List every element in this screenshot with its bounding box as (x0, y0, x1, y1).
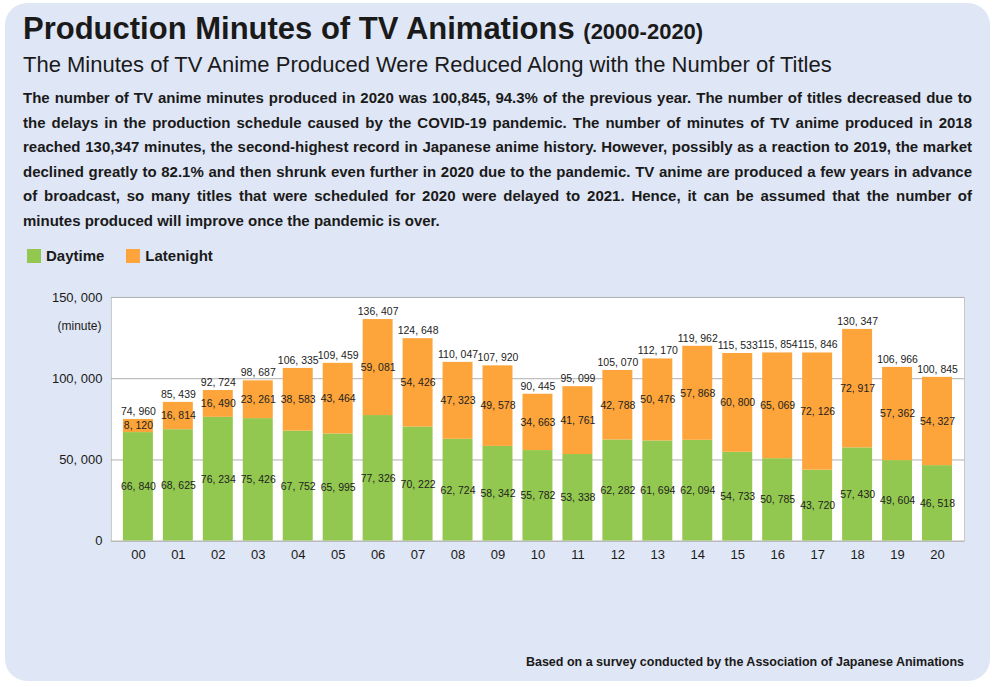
svg-text:08: 08 (451, 547, 465, 562)
svg-text:18: 18 (850, 547, 864, 562)
svg-text:95, 099: 95, 099 (560, 373, 595, 384)
svg-text:100, 845: 100, 845 (917, 364, 958, 375)
svg-text:76, 234: 76, 234 (201, 474, 236, 485)
svg-text:15: 15 (731, 547, 745, 562)
svg-text:106, 335: 106, 335 (278, 355, 319, 366)
svg-text:62, 282: 62, 282 (600, 485, 635, 496)
svg-text:07: 07 (411, 547, 425, 562)
svg-text:05: 05 (331, 547, 345, 562)
svg-text:57, 362: 57, 362 (880, 408, 915, 419)
svg-text:77, 326: 77, 326 (361, 473, 396, 484)
svg-text:02: 02 (211, 547, 225, 562)
svg-text:112, 170: 112, 170 (638, 345, 678, 356)
html-text:Based on a survey conducted by: Based on a survey conducted by the Assoc… (525, 655, 964, 669)
svg-text:115, 533: 115, 533 (718, 340, 758, 351)
svg-text:16: 16 (770, 547, 784, 562)
svg-text:53, 338: 53, 338 (560, 492, 595, 503)
svg-text:50, 000: 50, 000 (59, 452, 102, 467)
svg-text:(minute): (minute) (58, 319, 102, 333)
svg-text:16, 490: 16, 490 (201, 398, 236, 409)
svg-text:55, 782: 55, 782 (520, 490, 555, 501)
svg-text:13: 13 (651, 547, 665, 562)
svg-text:115, 846: 115, 846 (798, 339, 838, 350)
svg-text:62, 094: 62, 094 (680, 485, 715, 496)
svg-text:20: 20 (930, 547, 944, 562)
svg-text:54, 327: 54, 327 (920, 416, 955, 427)
svg-text:41, 761: 41, 761 (560, 415, 595, 426)
svg-text:11: 11 (571, 547, 584, 562)
svg-text:03: 03 (251, 547, 265, 562)
html-text:Production Minutes of TV Anima: Production Minutes of TV Animations (200… (23, 11, 704, 46)
svg-text:8, 120: 8, 120 (124, 420, 153, 431)
svg-text:68, 625: 68, 625 (161, 480, 196, 491)
svg-text:75, 426: 75, 426 (241, 474, 276, 485)
svg-text:62, 724: 62, 724 (441, 485, 476, 496)
svg-text:74, 960: 74, 960 (121, 406, 156, 417)
svg-text:49, 604: 49, 604 (880, 495, 915, 506)
html-text:Latenight: Latenight (145, 246, 213, 264)
svg-text:12: 12 (611, 547, 625, 562)
svg-text:124, 648: 124, 648 (398, 325, 439, 336)
svg-text:0: 0 (95, 533, 102, 548)
svg-text:43, 720: 43, 720 (800, 500, 835, 511)
svg-text:58, 342: 58, 342 (481, 488, 516, 499)
svg-text:119, 962: 119, 962 (678, 333, 718, 344)
svg-text:66, 840: 66, 840 (121, 481, 156, 492)
svg-text:38, 583: 38, 583 (281, 394, 316, 405)
svg-text:54, 426: 54, 426 (401, 377, 436, 388)
svg-text:65, 069: 65, 069 (760, 400, 795, 411)
svg-text:50, 785: 50, 785 (760, 494, 795, 505)
svg-text:50, 476: 50, 476 (640, 394, 675, 405)
svg-text:109, 459: 109, 459 (318, 350, 359, 361)
svg-text:57, 868: 57, 868 (680, 388, 715, 399)
svg-text:17: 17 (810, 547, 824, 562)
svg-text:57, 430: 57, 430 (840, 489, 875, 500)
svg-text:47, 323: 47, 323 (441, 395, 476, 406)
svg-text:59, 081: 59, 081 (361, 362, 396, 373)
svg-text:49, 578: 49, 578 (481, 400, 516, 411)
svg-text:72, 917: 72, 917 (840, 383, 875, 394)
svg-text:136, 407: 136, 407 (358, 306, 399, 317)
svg-text:00: 00 (131, 547, 145, 562)
svg-text:106, 966: 106, 966 (877, 354, 918, 365)
svg-text:105, 070: 105, 070 (597, 357, 638, 368)
svg-text:06: 06 (371, 547, 385, 562)
svg-text:54, 733: 54, 733 (720, 491, 755, 502)
svg-text:16, 814: 16, 814 (161, 410, 196, 421)
svg-text:107, 920: 107, 920 (478, 352, 519, 363)
svg-text:04: 04 (291, 547, 305, 562)
svg-text:92, 724: 92, 724 (201, 377, 236, 388)
html-text:The Minutes of TV Anime Produc: The Minutes of TV Anime Produced Were Re… (23, 52, 832, 77)
svg-text:90, 445: 90, 445 (520, 381, 555, 392)
svg-text:115, 854: 115, 854 (758, 339, 798, 350)
svg-text:23, 261: 23, 261 (241, 394, 276, 405)
svg-text:19: 19 (890, 547, 904, 562)
svg-text:43, 464: 43, 464 (321, 393, 356, 404)
svg-text:60, 800: 60, 800 (720, 397, 755, 408)
html-text:The number of TV anime minutes: The number of TV anime minutes produced … (23, 89, 972, 229)
svg-text:09: 09 (491, 547, 505, 562)
svg-text:98, 687: 98, 687 (241, 367, 276, 378)
svg-text:70, 222: 70, 222 (401, 479, 436, 490)
svg-text:72, 126: 72, 126 (800, 406, 835, 417)
svg-text:65, 995: 65, 995 (321, 482, 356, 493)
svg-text:10: 10 (531, 547, 545, 562)
svg-text:42, 788: 42, 788 (600, 400, 635, 411)
svg-text:14: 14 (691, 547, 705, 562)
svg-text:61, 694: 61, 694 (640, 485, 675, 496)
svg-text:110, 047: 110, 047 (438, 349, 478, 360)
svg-text:34, 663: 34, 663 (520, 417, 555, 428)
svg-text:85, 439: 85, 439 (161, 389, 196, 400)
svg-text:67, 752: 67, 752 (281, 481, 316, 492)
svg-text:100, 000: 100, 000 (52, 371, 102, 386)
html-text:Daytime: Daytime (46, 246, 105, 264)
svg-text:46, 518: 46, 518 (920, 498, 955, 509)
svg-text:150, 000: 150, 000 (52, 290, 102, 305)
svg-text:130, 347: 130, 347 (837, 316, 878, 327)
svg-text:01: 01 (171, 547, 185, 562)
